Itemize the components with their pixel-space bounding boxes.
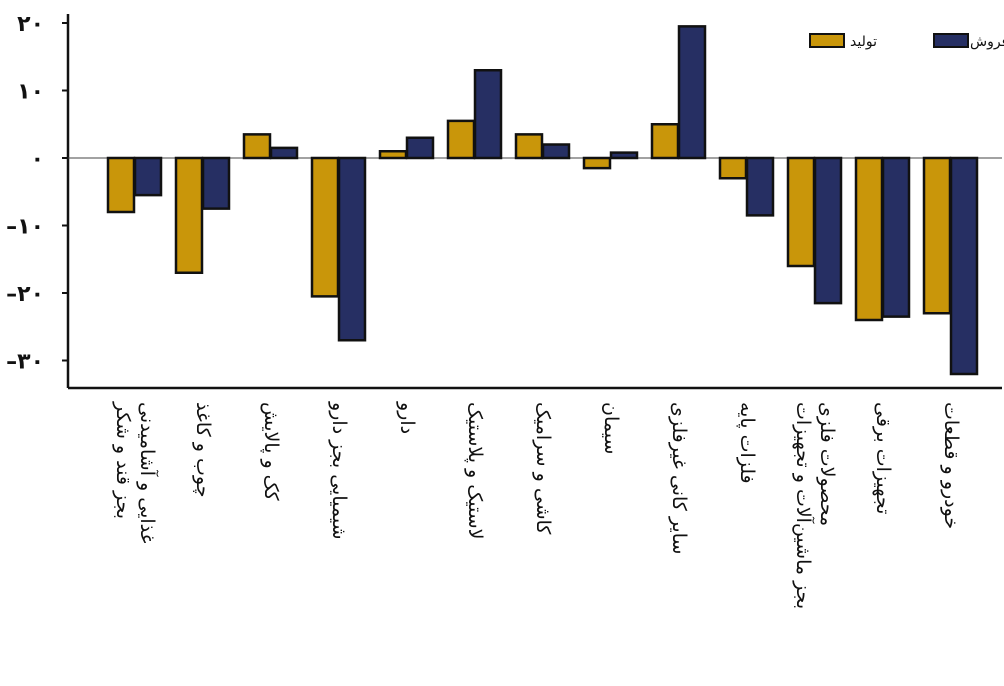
y-axis: ۲۰ ۱۰ ۰ –۱۰ –۲۰ –۳۰ bbox=[6, 12, 68, 375]
bar-sales bbox=[269, 146, 299, 160]
bar-production bbox=[786, 156, 816, 268]
x-tick-label-line: چوب و کاغذ bbox=[192, 402, 214, 497]
x-tick-label-line: سایر کانی غیرفلزی bbox=[668, 402, 690, 554]
y-tick-label: ۲۰ bbox=[17, 12, 44, 37]
legend-swatch bbox=[809, 33, 845, 48]
x-tick-label: لاستیک و پلاستیک bbox=[464, 402, 486, 540]
x-tick-label: سیمان bbox=[600, 402, 622, 454]
bar-sales bbox=[201, 156, 231, 210]
x-tick-label-line: کاشی و سرامیک bbox=[532, 402, 554, 535]
bar-sales bbox=[813, 156, 843, 305]
x-tick-label: فلزات پایه bbox=[736, 402, 758, 484]
x-tick-label-line: خودرو و قطعات bbox=[940, 402, 962, 529]
bar-sales bbox=[677, 25, 707, 160]
bar-production bbox=[718, 156, 748, 180]
bar-sales bbox=[881, 156, 911, 318]
bar-production bbox=[242, 133, 272, 160]
bar-production bbox=[582, 156, 612, 170]
x-tick-label: تجهیزات برقی bbox=[872, 402, 894, 514]
bar-production bbox=[922, 156, 952, 315]
bar-sales bbox=[745, 156, 775, 217]
y-tick-label: –۱۰ bbox=[6, 215, 44, 240]
y-tick-label: –۲۰ bbox=[6, 282, 44, 307]
bar-sales bbox=[133, 156, 163, 197]
x-tick-label-line: دارو bbox=[396, 401, 418, 434]
x-tick-label-line: شیمیایی بجز دارو bbox=[328, 401, 350, 540]
y-tick-label: –۳۰ bbox=[6, 350, 44, 375]
x-tick-label-line: بجز قند و شکر bbox=[112, 401, 134, 519]
bars bbox=[106, 25, 979, 376]
bar-sales bbox=[337, 156, 367, 342]
x-tick-label-line: غذایی و آشامیدنی bbox=[136, 402, 160, 544]
x-tick-label-line: بجز ماشین‌آلات و تجهیزات bbox=[792, 402, 816, 609]
bar-sales bbox=[473, 69, 503, 160]
legend-label: فروش bbox=[970, 34, 1004, 50]
y-tick-label: ۱۰ bbox=[17, 80, 44, 105]
legend-swatch bbox=[933, 33, 969, 48]
x-tick-label-line: محصولات فلزی bbox=[816, 402, 838, 526]
bar-production bbox=[650, 123, 680, 160]
bar-sales bbox=[949, 156, 979, 376]
y-tick-label: ۰ bbox=[31, 147, 44, 172]
bar-production bbox=[854, 156, 884, 322]
x-tick-label-line: لاستیک و پلاستیک bbox=[464, 402, 486, 540]
x-tick-label: چوب و کاغذ bbox=[192, 402, 214, 497]
x-tick-label: خودرو و قطعات bbox=[940, 402, 962, 529]
bar-production bbox=[106, 156, 136, 214]
bar-production bbox=[378, 150, 408, 160]
x-tick-label-line: سیمان bbox=[600, 402, 622, 454]
bar-production bbox=[310, 156, 340, 298]
bar-sales bbox=[541, 143, 571, 160]
legend: فروش تولید bbox=[809, 33, 1004, 50]
x-tick-label: سایر کانی غیرفلزی bbox=[668, 402, 690, 554]
bar-production bbox=[514, 133, 544, 160]
x-tick-label-line: فلزات پایه bbox=[736, 402, 758, 484]
x-tick-label: کک و پالایش bbox=[260, 402, 282, 502]
legend-label: تولید bbox=[850, 34, 877, 50]
x-tick-label: کاشی و سرامیک bbox=[532, 402, 554, 535]
x-tick-label: دارو bbox=[396, 401, 418, 434]
x-tick-label-line: تجهیزات برقی bbox=[872, 402, 894, 514]
bar-sales bbox=[609, 151, 639, 160]
bar-production bbox=[446, 119, 476, 160]
bar-sales bbox=[405, 136, 435, 160]
x-tick-label: شیمیایی بجز دارو bbox=[328, 401, 350, 540]
bar-production bbox=[174, 156, 204, 274]
x-tick-label-line: کک و پالایش bbox=[260, 402, 282, 502]
